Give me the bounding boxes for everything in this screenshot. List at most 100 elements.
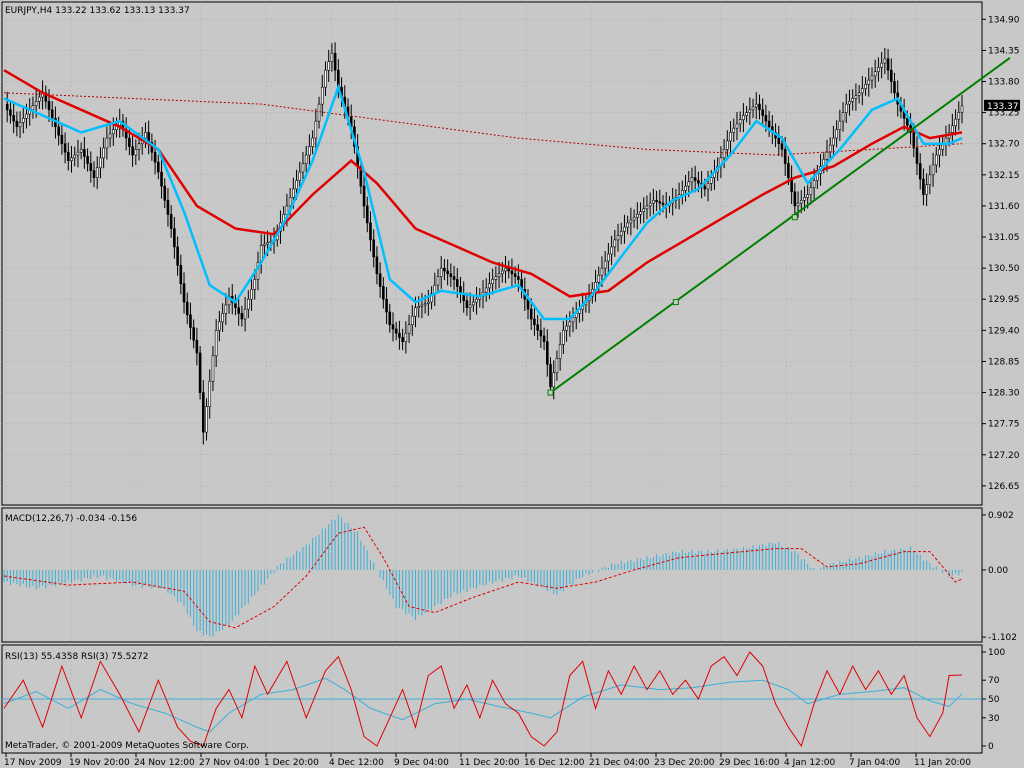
trendline-handle[interactable] [791,214,798,221]
candle-body [108,133,112,139]
xtick-label: 27 Nov 04:00 [199,758,260,768]
candle-body [690,177,694,183]
candle-body [320,86,324,105]
candle-body [63,143,67,153]
candle-body [549,363,552,388]
candle-body [880,62,883,68]
main-panel-bg[interactable] [1,1,983,506]
candle-body [18,122,22,128]
candle-body [828,144,832,153]
main-ytick-label: 132.70 [988,140,1020,150]
candle-body [475,298,478,303]
xtick-label: 4 Jan 12:00 [784,758,836,768]
candle-body [510,270,514,275]
candle-body [134,149,138,156]
candle-body [253,279,257,290]
candle-body [517,276,520,280]
candle-body [47,101,51,111]
candle-body [237,307,240,314]
candle-body [166,199,170,215]
ma-slow-line [3,92,963,156]
candle-body [240,313,244,320]
candle-body [208,380,212,407]
candle-body [472,301,475,306]
candle-body [224,304,228,314]
candle-body [761,109,764,116]
candle-body [732,127,736,133]
candle-body [304,154,308,164]
trendline-handle[interactable] [547,389,554,396]
candle-body [218,321,221,331]
candle-body [382,286,385,300]
candle-body [562,330,565,345]
candle-body [420,304,424,307]
candle-body [157,161,160,173]
main-ytick-label: 133.25 [988,109,1020,119]
candle-body [629,219,633,224]
candle-body [922,178,925,195]
candle-body [79,149,83,153]
candle-body [870,75,874,81]
candle-body [697,180,700,184]
main-ytick-label: 129.40 [988,326,1020,336]
main-ytick-label: 131.60 [988,202,1020,212]
candle-body [854,95,858,99]
candle-body [803,197,806,201]
candle-body [185,301,189,316]
price-marker-label: 133.37 [987,102,1019,112]
candle-body [76,151,80,156]
candle-body [835,129,838,139]
candle-body [864,84,867,89]
trendline[interactable] [549,57,1011,394]
macd-ytick-label: 0.00 [988,566,1008,576]
candle-body [128,137,131,147]
main-ytick-label: 127.20 [988,451,1020,461]
main-gridlines [2,2,982,505]
candle-body [378,273,382,287]
candle-body [607,253,610,262]
candle-body [758,103,761,111]
candle-body [703,185,707,190]
candle-body [729,132,732,142]
xtick-label: 29 Dec 16:00 [719,758,780,768]
xtick-label: 1 Dec 20:00 [264,758,319,768]
candle-body [198,352,202,393]
candle-body [247,298,250,310]
candle-body [86,156,89,164]
candle-body [31,105,35,111]
rsi-title: RSI(13) 55.4358 RSI(3) 75.5272 [5,652,148,662]
candle-body [873,71,877,77]
trendline-handle[interactable] [672,299,679,306]
main-ytick-label: 132.15 [988,171,1020,181]
candle-body [153,151,157,163]
trendline-group[interactable] [547,57,1011,396]
ma-fast-line [3,83,963,321]
candle-body [938,149,941,156]
candle-body [401,337,404,342]
candle-body [214,330,218,357]
candle-body [38,96,41,102]
candle-body [745,112,748,116]
main-ytick-label: 131.05 [988,233,1020,243]
candle-body [455,279,459,287]
rsi-ytick-label: 0 [988,742,994,752]
rsi-y-axis: 100 70 50 30 0 [982,648,1005,752]
xtick-label: 4 Dec 12:00 [329,758,384,768]
main-ytick-label: 134.90 [988,15,1020,25]
candle-body [83,149,86,157]
candle-body [954,118,957,127]
candle-body [327,61,330,71]
candle-body [616,235,620,241]
candle-body [928,174,932,186]
candle-body [179,265,183,284]
candle-body [295,180,298,190]
candle-body [742,115,745,120]
candle-body [787,163,790,178]
candle-body [751,106,755,111]
candle-body [809,187,813,195]
macd-title: MACD(12,26,7) -0.034 -0.156 [5,514,137,524]
candle-body [613,239,617,248]
candle-body [5,103,9,111]
macd-panel-bg[interactable] [1,507,983,643]
candle-body [488,283,491,289]
